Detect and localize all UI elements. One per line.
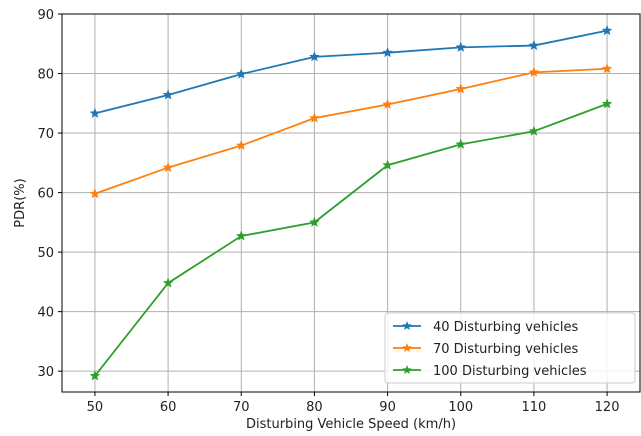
x-tick-label: 70 xyxy=(233,400,250,415)
data-point xyxy=(89,370,101,381)
y-tick-label: 50 xyxy=(37,246,54,261)
y-tick-label: 60 xyxy=(37,187,54,202)
data-point xyxy=(455,83,467,94)
series-line xyxy=(94,29,608,115)
data-point xyxy=(308,112,320,123)
series-1 xyxy=(89,24,613,119)
x-tick-label: 60 xyxy=(160,400,177,415)
series-layer xyxy=(89,24,613,381)
x-tick-label: 110 xyxy=(521,400,546,415)
x-axis-ticks: 50 60 70 80 90 100 110 120 xyxy=(87,392,620,415)
data-point xyxy=(235,230,247,241)
legend-marker xyxy=(402,343,412,353)
legend-item: 40 Disturbing vehicles xyxy=(393,320,579,335)
legend-label: 40 Disturbing vehicles xyxy=(433,320,579,335)
series-2 xyxy=(89,63,613,199)
legend-item: 100 Disturbing vehicles xyxy=(393,364,587,379)
series-line xyxy=(94,67,608,195)
data-point xyxy=(455,138,467,149)
data-point xyxy=(601,24,613,36)
data-point xyxy=(308,51,320,62)
data-point xyxy=(235,139,247,151)
series-3 xyxy=(89,98,613,381)
y-tick-label: 80 xyxy=(37,68,54,83)
data-point xyxy=(162,161,174,173)
data-point xyxy=(162,89,174,100)
data-point xyxy=(528,125,540,136)
data-point xyxy=(528,66,540,77)
legend-marker xyxy=(402,321,412,331)
y-tick-label: 90 xyxy=(37,8,54,23)
data-point xyxy=(382,98,394,110)
data-point xyxy=(162,277,174,288)
y-tick-label: 70 xyxy=(37,127,54,142)
legend-label: 70 Disturbing vehicles xyxy=(433,342,579,357)
x-tick-label: 50 xyxy=(87,400,104,415)
series-line xyxy=(94,103,608,377)
data-point xyxy=(89,188,101,199)
x-axis-label: Disturbing Vehicle Speed (km/h) xyxy=(246,417,456,432)
data-point xyxy=(382,159,394,170)
data-point xyxy=(455,41,467,52)
legend: 40 Disturbing vehicles 70 Disturbing vehi… xyxy=(384,312,636,384)
x-tick-label: 120 xyxy=(595,400,620,415)
data-point xyxy=(601,63,613,74)
x-tick-label: 100 xyxy=(448,400,473,415)
legend-marker xyxy=(402,365,412,375)
legend-item: 70 Disturbing vehicles xyxy=(393,342,579,357)
data-point xyxy=(601,98,613,109)
data-point xyxy=(382,46,394,58)
y-tick-label: 40 xyxy=(37,306,54,321)
x-tick-label: 90 xyxy=(379,400,396,415)
y-axis-ticks: 30 40 50 60 70 80 90 xyxy=(37,8,62,380)
y-axis-label: PDR(%) xyxy=(13,178,28,227)
plot-frame xyxy=(61,13,641,393)
y-tick-label: 30 xyxy=(37,365,54,380)
data-point xyxy=(235,68,247,79)
data-point xyxy=(528,39,540,51)
legend-box xyxy=(384,312,636,384)
x-tick-label: 80 xyxy=(306,400,323,415)
data-point xyxy=(308,216,320,227)
legend-label: 100 Disturbing vehicles xyxy=(433,364,587,379)
data-point xyxy=(89,107,101,119)
